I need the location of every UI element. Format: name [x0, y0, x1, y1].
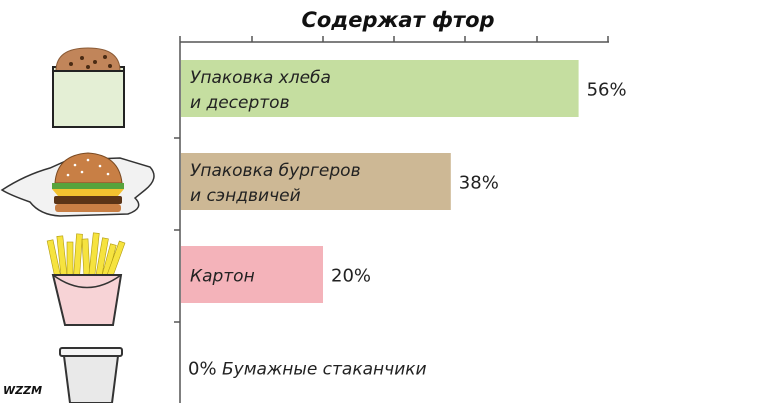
chart-title: Содержат фтор: [301, 8, 494, 32]
bar-category-label: Картон: [190, 267, 255, 287]
bar-category-label: и десертов: [190, 93, 290, 113]
bar-value-label: 38%: [459, 173, 499, 194]
fries-box-icon: [46, 232, 126, 326]
watermark: WZZM: [3, 384, 43, 397]
bar-category-label: Бумажные стаканчики: [222, 360, 427, 380]
bar: [181, 246, 323, 303]
bar-value-label: 56%: [587, 80, 627, 101]
bars: Упаковка хлеба и десертов 56% Упаковка бург…: [181, 60, 627, 380]
burger-wrapper-icon: [0, 152, 155, 217]
bar-category-label: Упаковка бургеров: [190, 161, 361, 181]
bar: [181, 153, 451, 210]
bar-category-label: и сэндвичей: [190, 186, 301, 206]
left-axis-ticks: [174, 137, 180, 323]
bar: [181, 60, 579, 117]
cookie-bag-icon: [52, 47, 125, 128]
top-axis-ticks: [179, 36, 609, 42]
paper-cup-icon: [59, 347, 123, 403]
bar-value-label: 0%: [188, 359, 217, 380]
bar-value-label: 20%: [331, 266, 371, 287]
bar-category-label: Упаковка хлеба: [190, 68, 331, 88]
